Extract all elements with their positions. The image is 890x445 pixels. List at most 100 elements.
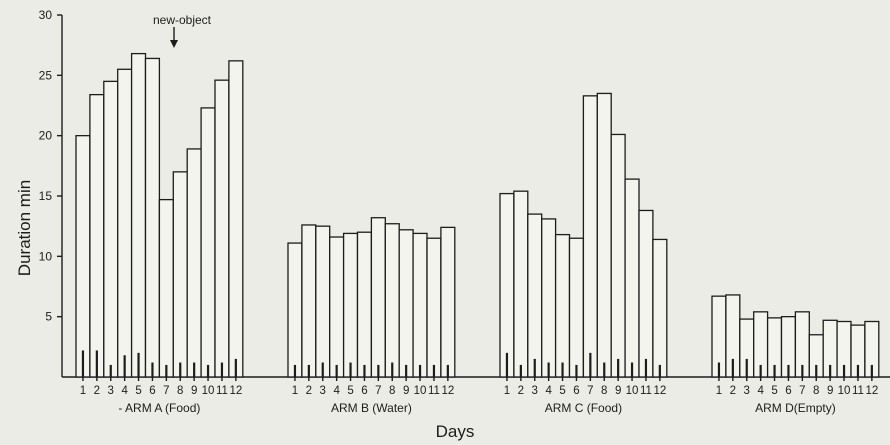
bar — [329, 236, 345, 378]
bar — [158, 198, 174, 378]
bar — [440, 226, 456, 378]
x-tick-label: 2 — [730, 385, 736, 397]
y-ticks: 5 10 15 20 25 30 — [39, 8, 62, 324]
error-bar — [815, 364, 818, 377]
bar — [652, 238, 668, 378]
error-bar — [658, 364, 661, 377]
y-tick-label: 5 — [45, 310, 52, 324]
bar — [200, 107, 216, 378]
x-tick-label: 2 — [94, 385, 100, 397]
y-tick-label: 10 — [39, 249, 53, 263]
error-bar — [391, 362, 394, 377]
bar — [186, 148, 202, 378]
error-bar — [644, 358, 648, 377]
group-label: ARM D(Empty) — [755, 401, 836, 415]
x-tick-label: 12 — [865, 385, 878, 397]
bar — [370, 217, 386, 378]
x-tick-label: 9 — [827, 385, 833, 397]
bar — [287, 242, 303, 378]
bar — [638, 209, 654, 378]
group-label: ARM B (Water) — [331, 401, 412, 415]
x-tick-label: 2 — [306, 385, 312, 397]
x-tick-label: 5 — [135, 385, 141, 397]
x-tick-label: 8 — [601, 385, 607, 397]
error-bar — [151, 362, 154, 377]
x-tick-label: 3 — [320, 385, 326, 397]
error-bar — [95, 350, 98, 377]
x-tick-label: 8 — [813, 385, 819, 397]
error-bar — [335, 364, 338, 377]
error-bar — [321, 362, 324, 377]
x-tick-label: 10 — [202, 385, 215, 397]
error-bar — [547, 362, 550, 377]
error-bar — [363, 364, 366, 377]
error-bar — [165, 364, 168, 377]
error-bar — [123, 355, 126, 377]
y-tick-label: 30 — [39, 8, 53, 22]
x-tick-label: 11 — [216, 385, 228, 397]
x-tick-label: 2 — [518, 385, 524, 397]
x-tick-label: 8 — [177, 385, 183, 397]
error-bar — [745, 358, 748, 377]
x-tick-label: 10 — [626, 385, 639, 397]
bar — [103, 80, 119, 378]
bar — [398, 229, 414, 378]
bar — [89, 93, 105, 378]
x-tick-label: 11 — [852, 385, 864, 397]
x-tick-label: 8 — [389, 385, 395, 397]
x-tick-label: 6 — [361, 385, 367, 397]
bar — [117, 68, 133, 378]
error-bar — [109, 364, 112, 377]
bar — [610, 133, 626, 378]
y-axis-label: Duration min — [15, 180, 34, 276]
error-bar — [193, 362, 196, 377]
error-bar — [589, 352, 592, 377]
error-bar — [220, 362, 224, 377]
new-object-annotation: new-object — [153, 13, 212, 48]
x-axis-label: Days — [436, 422, 475, 441]
bar — [214, 79, 230, 378]
x-tick-label: 7 — [587, 385, 593, 397]
x-tick-label: 10 — [838, 385, 851, 397]
y-tick-label: 20 — [39, 129, 53, 143]
x-tick-label: 3 — [744, 385, 750, 397]
bar — [554, 233, 571, 378]
x-tick-label: 1 — [716, 385, 722, 397]
bar — [228, 60, 244, 378]
error-bar — [856, 364, 860, 377]
error-bar — [137, 352, 140, 377]
bar — [624, 178, 640, 378]
error-bar — [870, 364, 873, 377]
bar — [315, 225, 331, 378]
x-tick-label: 5 — [771, 385, 777, 397]
error-bar — [81, 350, 85, 377]
error-bar — [630, 362, 634, 377]
x-tick-label: 5 — [347, 385, 353, 397]
bars — [75, 52, 880, 378]
error-bar — [505, 352, 509, 377]
error-bar — [418, 364, 422, 377]
x-tick-label: 1 — [80, 385, 86, 397]
x-tick-label: 11 — [428, 385, 440, 397]
bar — [384, 223, 400, 378]
bar — [130, 52, 147, 378]
error-bar — [234, 358, 237, 377]
error-bar — [717, 362, 721, 377]
error-bar — [519, 364, 522, 377]
x-tick-label: 6 — [573, 385, 579, 397]
error-bar — [206, 364, 210, 377]
x-tick-label: 4 — [121, 385, 128, 397]
x-tick-label: 11 — [640, 385, 652, 397]
x-tick-label: 7 — [799, 385, 805, 397]
error-bar — [349, 362, 352, 377]
error-bar — [179, 362, 182, 377]
x-tick-label: 7 — [375, 385, 381, 397]
bar — [342, 232, 359, 378]
bar — [582, 95, 598, 378]
x-tick-label: 10 — [414, 385, 427, 397]
bar — [527, 213, 543, 378]
bar — [172, 171, 188, 378]
error-bar — [446, 364, 449, 377]
y-tick-label: 15 — [39, 189, 53, 203]
error-bar — [603, 362, 606, 377]
